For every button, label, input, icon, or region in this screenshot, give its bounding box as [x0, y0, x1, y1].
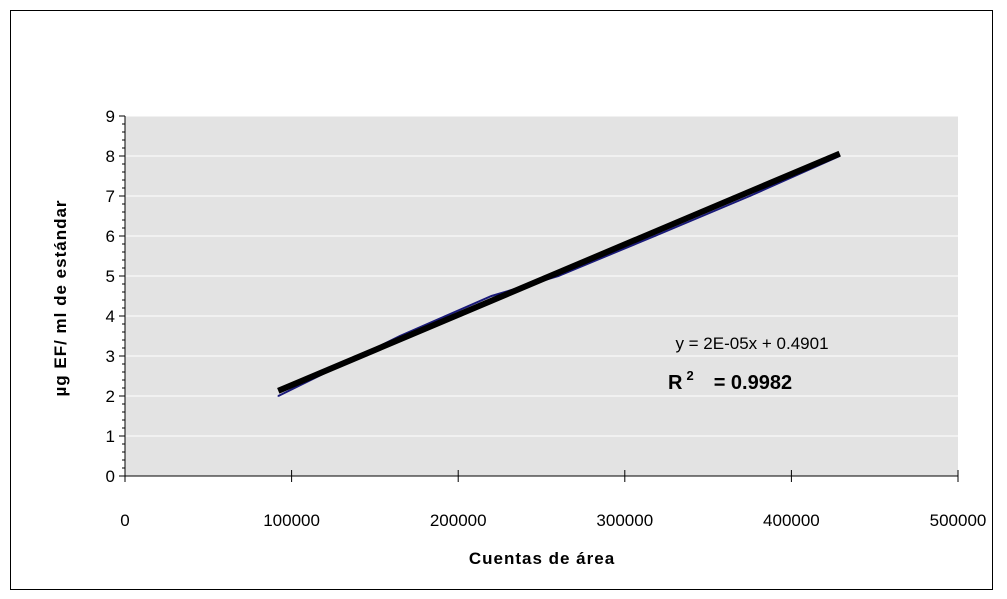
trendline [277, 150, 841, 394]
trendline-group [277, 150, 841, 394]
y-tick-label-5: 5 [106, 267, 115, 286]
y-tick-label-4: 4 [106, 307, 115, 326]
axes [119, 115, 959, 482]
y-tick-label-9: 9 [106, 107, 115, 126]
x-tick-labels: 0 100000 200000 300000 400000 500000 [120, 511, 986, 530]
gridlines [125, 115, 958, 437]
y-tick-labels: 0 1 2 3 4 5 6 7 8 9 [106, 107, 115, 486]
x-tick-label-3: 300000 [596, 511, 653, 530]
data-point-4 [653, 235, 656, 237]
data-point-2 [490, 295, 493, 297]
x-tick-label-2: 200000 [430, 511, 487, 530]
x-tick-label-5: 500000 [930, 511, 987, 530]
y-tick-label-2: 2 [106, 387, 115, 406]
r-squared-sup: 2 [686, 368, 693, 383]
plot-area [125, 116, 958, 476]
x-tick-label-0: 0 [120, 511, 129, 530]
x-axis-title: Cuentas de área [469, 549, 615, 568]
y-tick-label-3: 3 [106, 347, 115, 366]
x-tick-label-4: 400000 [763, 511, 820, 530]
data-point-5 [748, 195, 751, 197]
trend-equation: y = 2E-05x + 0.4901 [675, 334, 828, 353]
y-tick-label-6: 6 [106, 227, 115, 246]
y-tick-label-7: 7 [106, 187, 115, 206]
r-squared-label: R 2 = 0.9982 [668, 368, 792, 394]
y-tick-label-1: 1 [106, 427, 115, 446]
y-axis-title: µg EF/ ml de estándar [51, 199, 70, 396]
y-tick-label-0: 0 [106, 467, 115, 486]
r-squared-r: R [668, 372, 683, 394]
y-tick-label-8: 8 [106, 147, 115, 166]
r-squared-value: = 0.9982 [714, 372, 792, 394]
x-tick-label-1: 100000 [263, 511, 320, 530]
data-point-0 [277, 395, 280, 397]
